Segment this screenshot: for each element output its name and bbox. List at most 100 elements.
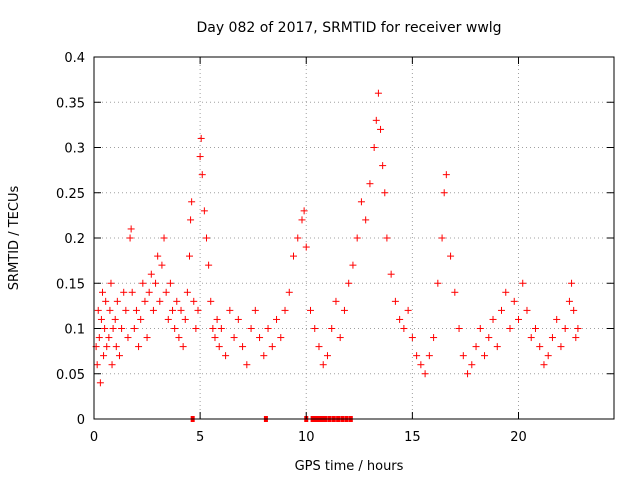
data-point: [247, 325, 255, 332]
y-tick-label: 0.25: [56, 187, 85, 202]
y-tick-label: 0.1: [64, 323, 85, 338]
data-point: [164, 315, 172, 323]
data-point: [336, 334, 344, 342]
data-point: [408, 334, 416, 342]
data-point: [328, 325, 336, 332]
data-point: [498, 306, 506, 314]
data-point: [202, 234, 210, 242]
data-point: [102, 297, 110, 305]
data-point: [234, 315, 242, 323]
data-point: [527, 334, 535, 342]
y-tick-label: 0.05: [56, 368, 85, 383]
data-point: [108, 361, 116, 369]
x-tick-label: 0: [90, 430, 98, 445]
data-point: [154, 252, 162, 260]
data-point: [183, 288, 191, 296]
data-point: [186, 252, 194, 260]
data-point: [171, 325, 179, 332]
data-point: [332, 297, 340, 305]
data-point: [177, 306, 185, 314]
data-point: [315, 343, 323, 351]
data-point: [166, 279, 174, 287]
data-point: [200, 207, 208, 215]
x-tick-labels: 0 5 10 15 20: [90, 430, 527, 445]
data-point: [357, 198, 365, 206]
data-point: [187, 216, 195, 224]
axis-ticks: [93, 56, 614, 420]
data-point: [127, 225, 135, 233]
data-point: [568, 279, 576, 287]
y-tick-labels: 0 0.05 0.1 0.15 0.2 0.25 0.3 0.35 0.4: [56, 51, 85, 428]
data-point: [285, 288, 293, 296]
data-point: [122, 306, 130, 314]
data-point: [143, 334, 151, 342]
data-point: [489, 315, 497, 323]
data-point: [362, 216, 370, 224]
x-tick-label: 20: [510, 430, 527, 445]
data-point: [260, 352, 268, 360]
data-point: [115, 352, 123, 360]
data-point: [126, 234, 134, 242]
data-point: [135, 343, 143, 351]
data-point: [464, 370, 472, 378]
data-point: [345, 279, 353, 287]
x-tick-label: 15: [404, 430, 421, 445]
data-point: [370, 144, 378, 151]
data-point: [421, 370, 429, 378]
data-point: [264, 325, 272, 332]
data-point: [553, 315, 561, 323]
data-point: [205, 261, 213, 269]
data-point: [147, 270, 155, 278]
data-point: [156, 297, 164, 305]
data-point: [290, 252, 298, 260]
data-point: [381, 189, 389, 197]
y-tick-label: 0.4: [64, 51, 85, 66]
data-point: [128, 288, 136, 296]
data-point: [149, 306, 157, 314]
x-tick-label: 10: [298, 430, 315, 445]
data-point: [160, 234, 168, 242]
data-point: [215, 343, 223, 351]
data-point: [112, 343, 120, 351]
data-point: [374, 89, 382, 97]
data-point: [256, 334, 264, 342]
data-point: [451, 288, 459, 296]
data-point: [417, 361, 425, 369]
data-point: [103, 343, 111, 351]
data-point: [217, 325, 225, 332]
data-point: [570, 306, 578, 314]
data-point: [485, 334, 493, 342]
data-point: [434, 279, 442, 287]
data-point: [96, 379, 104, 387]
data-point: [105, 334, 113, 342]
data-point: [493, 343, 501, 351]
data-point: [379, 162, 387, 170]
data-point: [132, 306, 140, 314]
data-point: [179, 343, 187, 351]
data-point: [438, 234, 446, 242]
data-point: [277, 334, 285, 342]
data-point: [396, 315, 404, 323]
data-point: [557, 343, 565, 351]
data-point: [239, 343, 247, 351]
data-point: [243, 361, 251, 369]
data-point: [544, 352, 552, 360]
data-point: [383, 234, 391, 242]
data-point: [120, 288, 128, 296]
data-point: [353, 234, 361, 242]
data-point: [106, 306, 114, 314]
data-point: [502, 288, 510, 296]
data-point: [192, 325, 200, 332]
data-point: [209, 325, 217, 332]
data-point: [481, 352, 489, 360]
data-point: [198, 171, 206, 179]
data-point: [298, 216, 306, 224]
data-point: [440, 189, 448, 197]
data-point: [139, 279, 147, 287]
data-point: [273, 315, 281, 323]
data-point: [211, 334, 219, 342]
data-point: [94, 306, 102, 314]
data-point: [476, 325, 484, 332]
data-point: [319, 361, 327, 369]
